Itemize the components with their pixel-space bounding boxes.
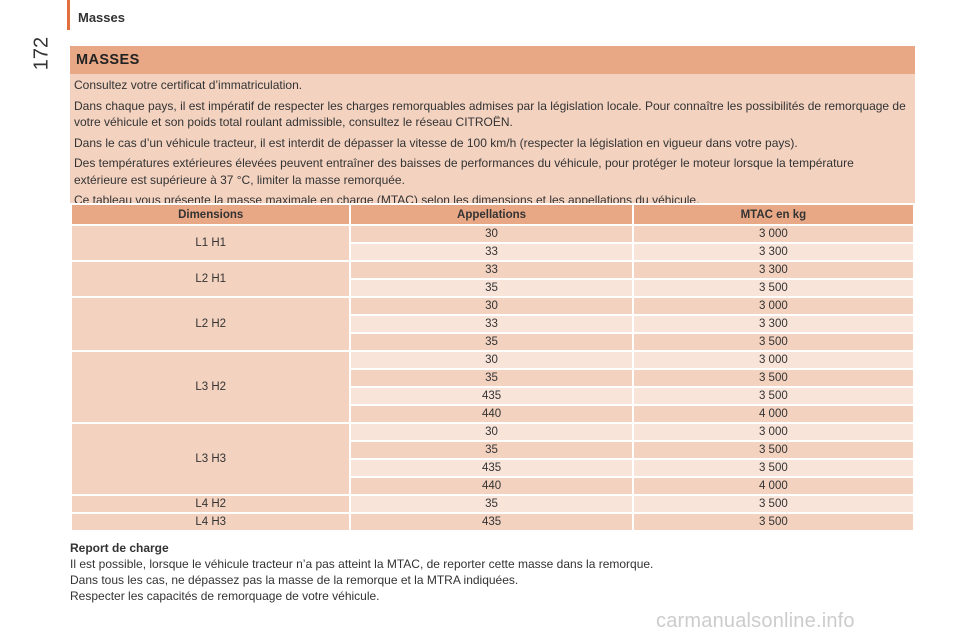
masses-table: Dimensions Appellations MTAC en kg L1 H1… bbox=[69, 203, 916, 532]
table-row: L4 H2 35 3 500 bbox=[69, 494, 916, 514]
table-row: L2 H2 30 3 000 bbox=[69, 296, 916, 352]
mtac-cell: 3 300 bbox=[631, 242, 916, 262]
intro-paragraph: Consultez votre certificat d’immatricula… bbox=[74, 78, 303, 92]
appellation-cell: 30 bbox=[349, 296, 634, 316]
dimension-cell: L2 H2 bbox=[69, 296, 352, 352]
mtac-cell: 3 000 bbox=[631, 422, 916, 442]
mtac-cell: 3 300 bbox=[631, 314, 916, 334]
mtac-cell: 4 000 bbox=[631, 476, 916, 496]
appellation-cell: 435 bbox=[349, 386, 634, 406]
page-number: 172 bbox=[30, 36, 53, 71]
mtac-cell: 3 300 bbox=[631, 260, 916, 280]
page-header-title: Masses bbox=[78, 10, 125, 25]
dimension-cell: L3 H2 bbox=[69, 350, 352, 424]
header-accent-bar bbox=[67, 0, 70, 30]
table-row: L3 H3 30 3 000 bbox=[69, 422, 916, 496]
appellation-cell: 33 bbox=[349, 314, 634, 334]
footer-line: Il est possible, lorsque le véhicule tra… bbox=[70, 557, 654, 571]
appellation-cell: 435 bbox=[349, 512, 634, 532]
dimension-cell: L4 H2 bbox=[69, 494, 352, 514]
table-row: 435 3 500 bbox=[71, 458, 916, 478]
table-row: 35 3 500 bbox=[71, 440, 916, 460]
footer-title: Report de charge bbox=[70, 541, 169, 555]
mtac-cell: 3 500 bbox=[631, 332, 916, 352]
table-header-row: Dimensions Appellations MTAC en kg bbox=[69, 203, 916, 226]
appellation-cell: 35 bbox=[349, 494, 634, 514]
mtac-cell: 3 500 bbox=[631, 458, 916, 478]
table-row: L1 H1 30 3 000 bbox=[69, 224, 916, 262]
appellation-cell: 33 bbox=[349, 242, 634, 262]
appellation-cell: 35 bbox=[349, 440, 634, 460]
table-row: 440 4 000 bbox=[71, 404, 916, 424]
watermark: carmanualsonline.info bbox=[656, 610, 855, 632]
appellation-cell: 435 bbox=[349, 458, 634, 478]
appellation-cell: 35 bbox=[349, 368, 634, 388]
table-row: 33 3 300 bbox=[71, 242, 916, 262]
dimension-cell: L1 H1 bbox=[69, 224, 352, 262]
report-de-charge: Report de charge Il est possible, lorsqu… bbox=[70, 540, 915, 604]
appellation-cell: 35 bbox=[349, 332, 634, 352]
intro-text: Consultez votre certificat d’immatricula… bbox=[70, 74, 915, 214]
table-row: L2 H1 33 3 300 bbox=[69, 260, 916, 298]
dimension-cell: L3 H3 bbox=[69, 422, 352, 496]
column-header-dimensions: Dimensions bbox=[69, 203, 352, 226]
section-title: MASSES bbox=[70, 46, 915, 74]
table-row: 35 3 500 bbox=[71, 332, 916, 352]
table-body: L1 H1 30 3 000 33 3 300 L2 H1 33 3 300 35 3 500 L2… bbox=[69, 224, 916, 532]
mtac-cell: 3 500 bbox=[631, 512, 916, 532]
table-row: 440 4 000 bbox=[71, 476, 916, 496]
appellation-cell: 33 bbox=[349, 260, 634, 280]
column-header-mtac: MTAC en kg bbox=[631, 203, 916, 226]
table-row: 33 3 300 bbox=[71, 314, 916, 334]
appellation-cell: 30 bbox=[349, 350, 634, 370]
appellation-cell: 440 bbox=[349, 404, 634, 424]
mtac-cell: 3 500 bbox=[631, 278, 916, 298]
appellation-cell: 440 bbox=[349, 476, 634, 496]
mtac-cell: 3 500 bbox=[631, 386, 916, 406]
dimension-cell: L2 H1 bbox=[69, 260, 352, 298]
table-row: 435 3 500 bbox=[71, 386, 916, 406]
table-row: 35 3 500 bbox=[71, 368, 916, 388]
mtac-cell: 3 500 bbox=[631, 440, 916, 460]
masses-section: MASSES Consultez votre certificat d’imma… bbox=[70, 46, 915, 214]
intro-paragraph: Des températures extérieures élevées peu… bbox=[74, 156, 854, 187]
footer-line: Dans tous les cas, ne dépassez pas la ma… bbox=[70, 573, 519, 587]
appellation-cell: 30 bbox=[349, 224, 634, 244]
mtac-cell: 4 000 bbox=[631, 404, 916, 424]
mtac-cell: 3 000 bbox=[631, 350, 916, 370]
intro-paragraph: Dans chaque pays, il est impératif de re… bbox=[74, 98, 906, 130]
table-row: L4 H3 435 3 500 bbox=[69, 512, 916, 532]
table-row: 35 3 500 bbox=[71, 278, 916, 298]
mtac-cell: 3 500 bbox=[631, 494, 916, 514]
appellation-cell: 30 bbox=[349, 422, 634, 442]
intro-paragraph: Dans le cas d’un véhicule tracteur, il e… bbox=[74, 135, 798, 150]
table-row: L3 H2 30 3 000 bbox=[69, 350, 916, 424]
mtac-cell: 3 500 bbox=[631, 368, 916, 388]
footer-line: Respecter les capacités de remorquage de… bbox=[70, 589, 380, 603]
appellation-cell: 35 bbox=[349, 278, 634, 298]
mtac-cell: 3 000 bbox=[631, 224, 916, 244]
mtac-cell: 3 000 bbox=[631, 296, 916, 316]
dimension-cell: L4 H3 bbox=[69, 512, 352, 532]
column-header-appellations: Appellations bbox=[349, 203, 634, 226]
